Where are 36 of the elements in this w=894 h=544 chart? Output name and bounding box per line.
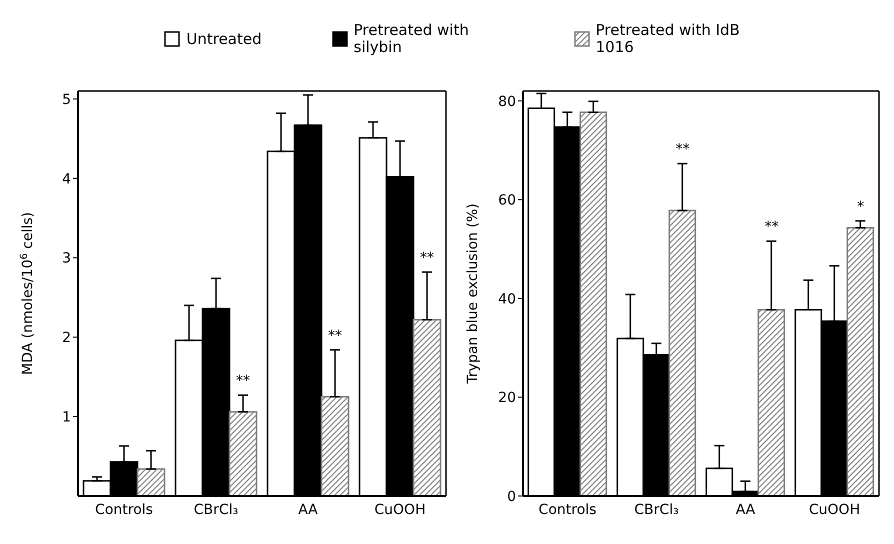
legend-label: Pretreated with IdB 1016 [596,21,741,56]
bar [136,468,166,496]
annotation: ** [328,328,342,344]
annotation: ** [764,219,779,236]
bar [412,318,442,496]
x-tick-label: CBrCl₃ [634,502,679,518]
legend-label: Pretreated with silybin [354,21,470,56]
y-tick-label: 20 [498,390,516,406]
annotation: ** [420,250,434,266]
x-tick-label: CBrCl₃ [194,502,238,518]
y-tick-label: 60 [498,192,516,209]
bar [668,210,696,496]
bar [228,411,258,496]
x-tick-label: CuOOH [808,502,860,518]
annotation: ** [236,373,250,390]
y-axis-title: Trypan blue exclusion (%) [465,203,481,385]
x-tick-label: Controls [538,502,596,518]
legend-label: Untreated [186,30,262,48]
y-tick-label: 3 [62,250,71,267]
x-tick-label: AA [736,502,756,518]
y-tick-label: 2 [62,330,71,346]
y-tick-label: 5 [62,92,71,108]
annotation: ** [676,142,690,158]
bar [846,227,874,496]
y-tick-label: 40 [498,291,516,308]
y-tick-label: 80 [498,94,516,110]
x-tick-label: CuOOH [374,502,426,518]
x-tick-label: AA [298,502,318,518]
bar [580,111,608,496]
annotation: * [857,198,864,215]
y-tick-label: 1 [62,410,71,426]
bar [758,309,786,496]
bar [320,396,350,496]
x-tick-label: Controls [95,502,153,518]
y-tick-label: 4 [62,171,72,188]
y-tick-label: 0 [507,488,516,505]
